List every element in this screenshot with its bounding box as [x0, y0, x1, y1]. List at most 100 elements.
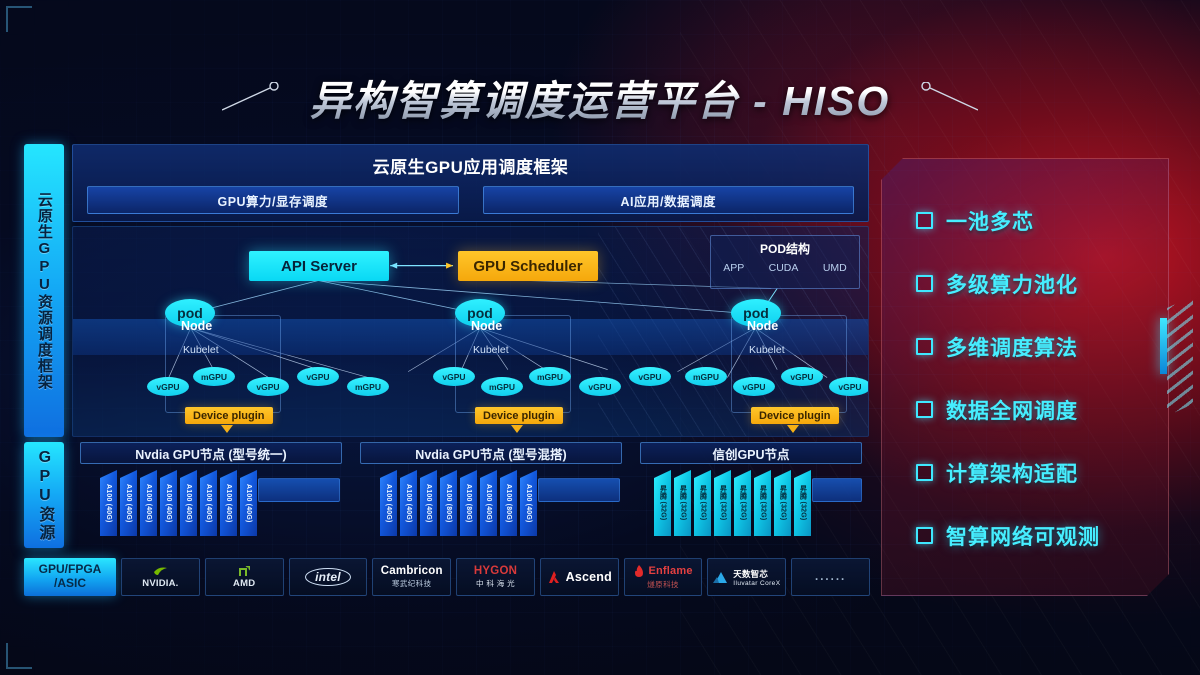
rack-tail-2: [538, 478, 620, 502]
arrow-down-1: [221, 425, 233, 433]
vgpu-2-4[interactable]: vGPU: [579, 377, 621, 396]
feature-item-4[interactable]: 数据全网调度: [916, 378, 1168, 441]
device-plugin-3[interactable]: Device plugin: [751, 407, 839, 424]
vgpu-3-3[interactable]: vGPU: [781, 367, 823, 386]
vgpu-2-1[interactable]: vGPU: [433, 367, 475, 386]
mgpu-2-3[interactable]: mGPU: [529, 367, 571, 386]
vendor-amd[interactable]: AMD: [204, 558, 284, 596]
gpu-scheduler-node[interactable]: GPU Scheduler: [458, 251, 598, 281]
vendor-category-label: GPU/FPGA /ASIC: [24, 558, 116, 596]
vgpu-1-4[interactable]: vGPU: [297, 367, 339, 386]
gpu-card[interactable]: A100 (40G): [520, 470, 537, 536]
gpu-node-label-3: 信创GPU节点: [640, 442, 862, 464]
gpu-card[interactable]: A100 (40G): [220, 470, 237, 536]
gpu-rack-1: A100 (40G) A100 (40G) A100 (40G) A100 (4…: [100, 470, 257, 536]
node-group-3: pod Node Kubelet mGPU vGPU vGPU vGPU Dev…: [685, 299, 868, 433]
feature-item-1[interactable]: 一池多芯: [916, 189, 1168, 252]
vendor-enflame[interactable]: Enflame 燧原科技: [623, 558, 703, 596]
gpu-card[interactable]: 昇腾 (32G): [754, 470, 771, 536]
vendor-cambricon-name: Cambricon: [380, 565, 443, 577]
kubelet-label-2: Kubelet: [473, 344, 509, 356]
vgpu-3-2[interactable]: vGPU: [733, 377, 775, 396]
page-title-text: 异构智算调度运营平台 - HISO: [310, 67, 891, 127]
gpu-card[interactable]: A100 (40G): [120, 470, 137, 536]
feature-item-2[interactable]: 多级算力池化: [916, 252, 1168, 315]
node-label-1: Node: [181, 319, 213, 333]
gpu-card[interactable]: 昇腾 (32G): [734, 470, 751, 536]
gpu-card-label: 昇腾 (32G): [799, 485, 807, 521]
gpu-card-label: 昇腾 (32G): [699, 485, 707, 521]
vendor-ascend[interactable]: Ascend: [539, 558, 619, 596]
mgpu-3-1[interactable]: mGPU: [685, 367, 727, 386]
panel-accent-bar: [1160, 318, 1167, 374]
iluvatar-logo: [713, 571, 728, 583]
gpu-card-label: A100 (40G): [425, 483, 432, 523]
page-title: 异构智算调度运营平台 - HISO: [0, 66, 1200, 128]
feature-item-5[interactable]: 计算架构适配: [916, 441, 1168, 504]
vendor-cambricon[interactable]: Cambricon 寒武纪科技: [372, 558, 452, 596]
gpu-card[interactable]: A100 (40G): [200, 470, 217, 536]
gpu-card[interactable]: A100 (40G): [400, 470, 417, 536]
gpu-resource-area: Nvdia GPU节点 (型号统一) Nvdia GPU节点 (型号混搭) 信创…: [72, 442, 869, 548]
pod-2[interactable]: pod: [455, 299, 505, 327]
vendor-cambricon-sub: 寒武纪科技: [391, 579, 432, 588]
gpu-card[interactable]: A100 (40G): [100, 470, 117, 536]
gpu-card-label: A100 (40G): [385, 483, 392, 523]
gpu-card[interactable]: A100 (40G): [420, 470, 437, 536]
gpu-card-label: 昇腾 (32G): [659, 485, 667, 521]
pod-3[interactable]: pod: [731, 299, 781, 327]
vendor-intel[interactable]: intel: [288, 558, 368, 596]
ascend-logo: [548, 570, 559, 583]
vgpu-1-1[interactable]: vGPU: [147, 377, 189, 396]
kubernetes-scheduling-area: API Server GPU Scheduler POD结构 APP CUDA …: [72, 226, 869, 437]
pod-1[interactable]: pod: [165, 299, 215, 327]
gpu-card[interactable]: 昇腾 (32G): [654, 470, 671, 536]
gpu-card[interactable]: 昇腾 (32G): [794, 470, 811, 536]
vendor-hygon[interactable]: HYGON 中 科 海 光: [456, 558, 535, 596]
gpu-card[interactable]: 昇腾 (32G): [714, 470, 731, 536]
framework-bar-compute[interactable]: GPU算力/显存调度: [87, 186, 459, 214]
vendor-iluvatar[interactable]: 天数智芯 Iluvatar CoreX: [707, 558, 787, 596]
gpu-card[interactable]: 昇腾 (32G): [694, 470, 711, 536]
vgpu-2-5[interactable]: vGPU: [629, 367, 671, 386]
vendor-enflame-sub: 燧原科技: [647, 579, 679, 589]
vgpu-1-3[interactable]: vGPU: [247, 377, 289, 396]
mgpu-2-2[interactable]: mGPU: [481, 377, 523, 396]
nvidia-logo: [152, 566, 169, 577]
api-server-node[interactable]: API Server: [249, 251, 389, 281]
vendor-category-line2: /ASIC: [53, 576, 86, 590]
gpu-card-label: A100 (40G): [185, 483, 192, 523]
vendor-more[interactable]: ......: [791, 558, 871, 596]
architecture-diagram: 云原生GPU资源调度框架 GPU资源 云原生GPU应用调度框架 GPU算力/显存…: [24, 144, 869, 596]
vendor-iluvatar-name: 天数智芯: [733, 568, 769, 579]
framework-title: 云原生GPU应用调度框架: [372, 158, 569, 177]
framework-bar-ai-data[interactable]: AI应用/数据调度: [482, 186, 854, 214]
gpu-card[interactable]: A100 (40G): [240, 470, 257, 536]
gpu-card[interactable]: A100 (40G): [480, 470, 497, 536]
vendor-hygon-sub: 中 科 海 光: [475, 579, 516, 588]
framework-block: 云原生GPU应用调度框架 GPU算力/显存调度 AI应用/数据调度: [72, 144, 869, 222]
gpu-card[interactable]: A100 (40G): [140, 470, 157, 536]
mgpu-1-5[interactable]: mGPU: [347, 377, 389, 396]
gpu-card[interactable]: 昇腾 (32G): [674, 470, 691, 536]
feature-item-6[interactable]: 智算网络可观测: [916, 504, 1168, 567]
vendor-amd-name: AMD: [233, 578, 256, 589]
gpu-card[interactable]: A100 (40G): [180, 470, 197, 536]
pod-structure-title: POD结构: [759, 242, 810, 256]
gpu-card[interactable]: A100 (40G): [160, 470, 177, 536]
device-plugin-1[interactable]: Device plugin: [185, 407, 273, 424]
gpu-card[interactable]: A100 (80G): [440, 470, 457, 536]
gpu-card-label: A100 (40G): [485, 483, 492, 523]
vendor-nvidia[interactable]: NVIDIA.: [121, 558, 200, 596]
mgpu-1-2[interactable]: mGPU: [193, 367, 235, 386]
gpu-card[interactable]: A100 (40G): [380, 470, 397, 536]
gpu-card[interactable]: 昇腾 (32G): [774, 470, 791, 536]
feature-item-3[interactable]: 多维调度算法: [916, 315, 1168, 378]
device-plugin-2[interactable]: Device plugin: [475, 407, 563, 424]
checkbox-icon: [916, 212, 933, 229]
gpu-card-label: A100 (40G): [245, 483, 252, 523]
vgpu-3-4[interactable]: vGPU: [829, 377, 868, 396]
gpu-card[interactable]: A100 (80G): [460, 470, 477, 536]
gpu-card[interactable]: A100 (80G): [500, 470, 517, 536]
gpu-rack-2: A100 (40G) A100 (40G) A100 (40G) A100 (8…: [380, 470, 537, 536]
